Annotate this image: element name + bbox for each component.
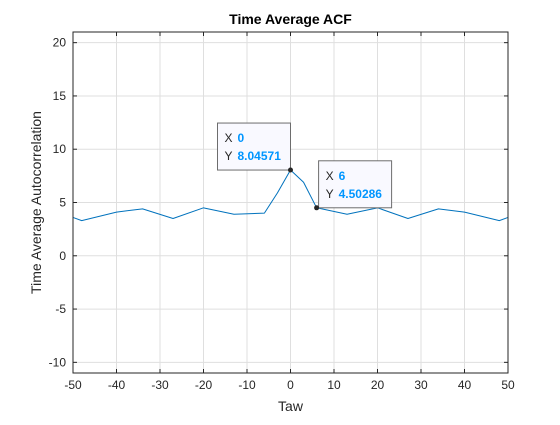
y-tick-label: 20 bbox=[53, 36, 67, 50]
x-tick-label: 20 bbox=[371, 378, 385, 392]
datatip-marker bbox=[314, 205, 320, 211]
datatip[interactable]: X 6Y 4.50286 bbox=[314, 160, 393, 211]
y-tick-label: -10 bbox=[49, 355, 67, 369]
datatip[interactable]: X 0Y 8.04571 bbox=[217, 122, 294, 173]
x-tick-label: 0 bbox=[287, 378, 294, 392]
y-tick-label: -5 bbox=[55, 302, 66, 316]
x-tick-label: -10 bbox=[238, 378, 256, 392]
x-tick-label: -40 bbox=[108, 378, 126, 392]
x-tick-label: 50 bbox=[501, 378, 515, 392]
y-tick-label: 15 bbox=[53, 89, 67, 103]
x-tick-label: -30 bbox=[151, 378, 169, 392]
datatip-y-value: 8.04571 bbox=[238, 149, 282, 163]
datatip-x-value: 6 bbox=[339, 169, 346, 183]
x-tick-label: -20 bbox=[195, 378, 213, 392]
datatip-y-value: 4.50286 bbox=[339, 187, 383, 201]
y-axis-label: Time Average Autocorrelation bbox=[28, 111, 44, 294]
x-tick-label: 10 bbox=[327, 378, 341, 392]
datatip-box bbox=[217, 122, 291, 171]
y-tick-label: 0 bbox=[59, 249, 66, 263]
ticks bbox=[72, 32, 509, 373]
x-tick-label: 40 bbox=[458, 378, 472, 392]
datatip-marker bbox=[288, 167, 293, 173]
datatip-x-value: 0 bbox=[238, 131, 245, 145]
datatip-x-key: X bbox=[225, 131, 233, 145]
y-tick-label: 10 bbox=[53, 142, 67, 156]
datatip-y-key: Y bbox=[326, 187, 334, 201]
datatip-box bbox=[318, 160, 393, 209]
datatip-y-key: Y bbox=[225, 149, 233, 163]
y-tick-label: 5 bbox=[59, 196, 66, 210]
chart-title: Time Average ACF bbox=[229, 11, 352, 27]
x-tick-label: -50 bbox=[64, 378, 82, 392]
x-axis-label: Taw bbox=[278, 398, 304, 414]
datatip-x-key: X bbox=[326, 169, 334, 183]
x-tick-label: 30 bbox=[414, 378, 428, 392]
